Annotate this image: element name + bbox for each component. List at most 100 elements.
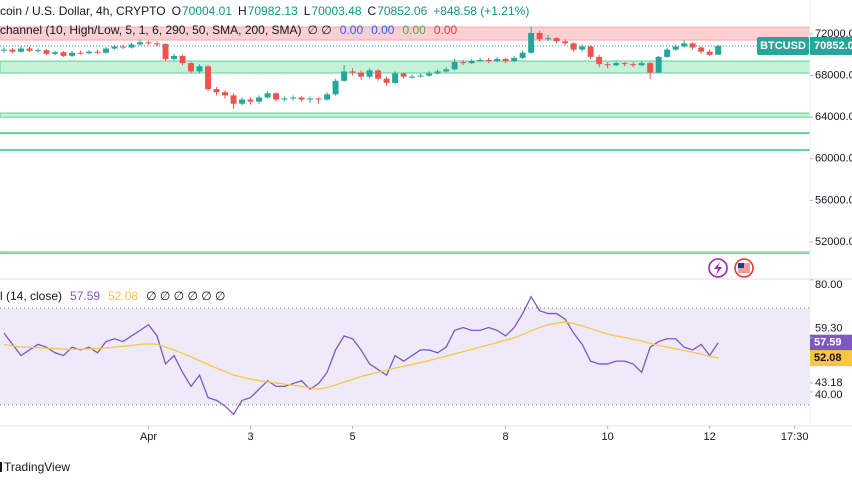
candle-body [366,70,373,77]
candle-body [26,48,33,51]
candle-body [18,48,24,52]
candle-body [409,76,416,78]
candle-body [579,46,586,50]
y-tick-label: 56000.00 [815,194,852,206]
band-fill [0,307,810,405]
candle-body [502,58,509,62]
candle-body [638,63,645,66]
value-box [810,350,852,367]
candle-body [324,94,331,100]
legend-text: H [238,4,247,18]
candle-body [171,55,178,59]
candle-body [1,49,7,51]
candle-body [43,50,50,54]
candle-body [349,71,356,73]
x-tick-label: 3 [247,431,253,443]
x-tick-label: 10 [602,431,614,443]
legend-text: C [368,4,377,18]
brand-name: TradingView [4,460,70,474]
candle-body [60,52,67,56]
legend-text: 0.00 [371,23,395,37]
candle-body [358,72,365,77]
candle-body [664,49,671,57]
candle-body [468,61,475,64]
candle-body [519,52,526,58]
y-tick-label: 59.30 [815,323,843,335]
candle-body [145,42,152,44]
legend-text: L [304,4,311,18]
candle-body [706,51,713,55]
candle-body [528,32,535,53]
candle-body [630,64,637,66]
logo-mark [0,462,2,472]
candle-body [681,43,688,47]
x-tick-label: Apr [140,431,157,443]
candle-body [188,63,195,72]
symbol-label: BTCUSD [760,40,806,52]
candle-body [315,98,322,100]
candle-body [443,69,450,72]
legend-text: 57.59 [70,289,100,303]
candle-body [103,48,109,53]
candle-body [570,43,577,50]
candle-body [596,56,603,65]
candle-body [281,98,288,100]
candle-body [613,63,620,66]
candle-body [417,75,424,77]
candle-body [290,97,297,99]
candle-body [715,45,722,55]
candle-body [9,49,16,52]
candle-body [672,46,679,50]
candle-body [621,63,628,65]
candle-body [604,64,611,66]
candle-body [86,51,92,54]
candle-body [332,80,339,95]
candle-body [375,70,382,79]
candle-body [553,38,560,42]
y-tick-label: 64000.00 [815,111,852,123]
candle-body [111,46,118,49]
candle-body [120,46,127,48]
legend-text: 70982.13 [248,4,298,18]
zone [0,132,811,135]
series-line [3,321,719,390]
candle-body [562,41,569,44]
candle-body [222,92,229,96]
zone [0,148,811,151]
candle-body [205,66,212,90]
marks [0,26,810,416]
zone [0,112,811,118]
candle-body [52,52,58,54]
zone [0,60,811,74]
legend-text: 0.00 [402,23,426,37]
legend-text: 70852.06 [377,4,427,18]
y-tick-label: 40.00 [815,389,843,401]
y-tick-label: 43.18 [815,377,843,389]
lightning-glyph [714,262,722,275]
event-icons [708,258,754,278]
candle-body [383,78,390,83]
candle-body [162,43,169,59]
candle-body [698,47,705,52]
candle-body [545,38,552,40]
zone [0,251,811,254]
candle-body [69,52,75,56]
series-line [3,295,719,416]
flag-canton [738,263,744,268]
value-box-label: 52.08 [814,352,842,364]
candle-body [341,71,348,81]
candle-body [247,99,254,102]
value-box [810,334,852,351]
candle-body [239,99,246,104]
legend-text: 52.08 [108,289,138,303]
zones [0,26,811,406]
legend-text: +848.58 (+1.21%) [433,4,529,18]
candle-body [426,73,433,76]
candle-body [264,93,271,98]
value-box-label: 57.59 [814,337,842,349]
candle-body [307,98,314,100]
legend-text: channel (10, High/Low, 5, 1, 6, 290, 50,… [0,23,302,37]
candle-body [689,43,696,48]
legend-text: 0.00 [340,23,364,37]
